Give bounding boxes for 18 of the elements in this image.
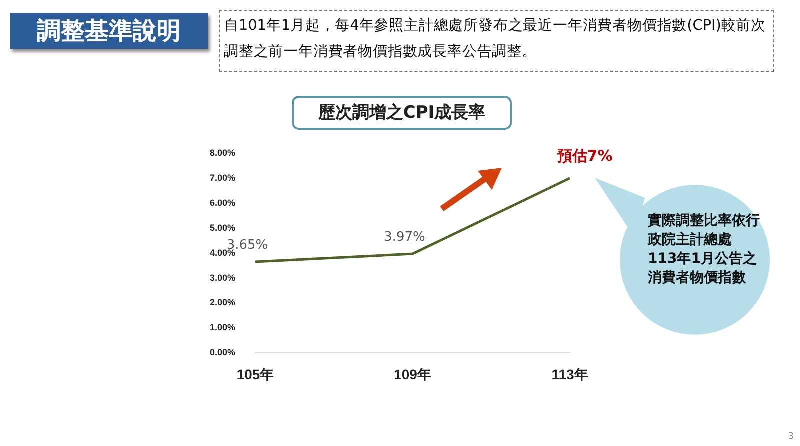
y-tick-label: 8.00% (210, 148, 236, 158)
text: 3 (788, 432, 794, 442)
y-tick-label: 0.00% (210, 348, 236, 358)
chart-title: 歷次調增之CPI成長率 (292, 96, 512, 130)
x-tick-label: 109年 (394, 366, 432, 382)
y-tick-label: 7.00% (210, 172, 236, 183)
x-tick-label: 113年 (552, 366, 588, 382)
text: 自101年1月起，每4年參照主計總處所發布之最近一年消費者物價指數(CPI)較前次調整之前一年消費者物價指數成長率公告調整。 (219, 10, 774, 72)
y-tick-label: 2.00% (210, 298, 236, 308)
y-tick-label: 5.00% (210, 222, 236, 233)
y-tick-label: 3.00% (210, 272, 236, 283)
text: 調整基準說明 (10, 13, 208, 49)
data-label: 預估7% (556, 146, 613, 165)
y-tick-label: 6.00% (210, 198, 236, 208)
x-tick-label: 105年 (236, 366, 274, 382)
text: 實際調整比率依行政院主計總處113年1月公告之消費者物價指數 (648, 212, 760, 288)
data-label: 3.97% (384, 230, 426, 245)
y-tick-label: 1.00% (210, 322, 236, 333)
